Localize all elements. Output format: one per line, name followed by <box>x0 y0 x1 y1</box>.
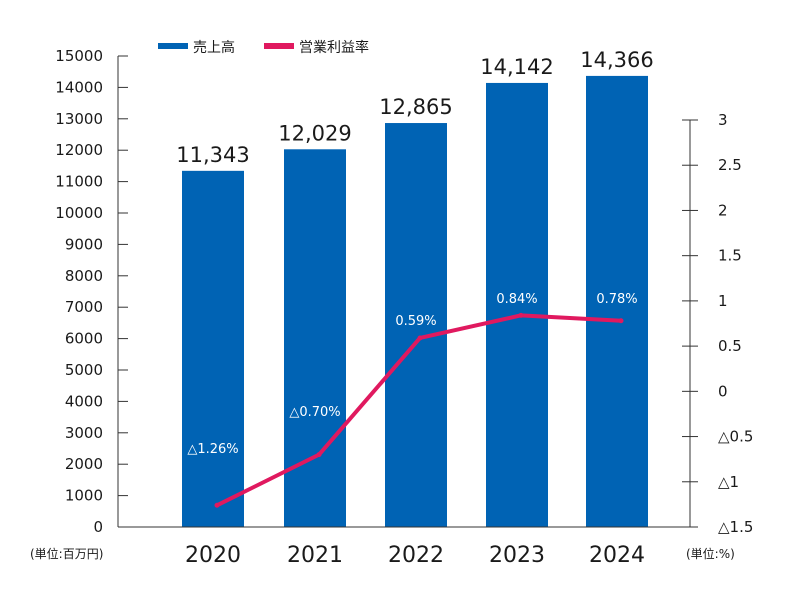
left-tick-label: 12000 <box>55 141 103 159</box>
left-tick-label: 4000 <box>65 392 103 410</box>
bar-value-label: 14,366 <box>580 48 653 72</box>
right-axis: △1.5 △1 △0.5 0 0.5 1 1.5 2 2.5 3 <box>682 111 753 536</box>
line-point <box>316 452 322 458</box>
legend-label-margin: 営業利益率 <box>299 39 369 56</box>
x-axis: 2020 2021 2022 2023 2024 <box>118 526 690 568</box>
bar <box>486 82 548 528</box>
bar-value-label: 12,865 <box>379 95 452 119</box>
line-point <box>618 318 624 324</box>
line-value-label: 0.84% <box>496 292 537 307</box>
right-tick-label: △1.5 <box>718 518 753 536</box>
right-tick-label: 0 <box>718 382 728 400</box>
line-series <box>214 312 624 508</box>
x-tick-label: 2024 <box>589 543 645 568</box>
line-point <box>214 502 220 508</box>
left-tick-label: 0 <box>93 518 103 536</box>
left-tick-label: 2000 <box>65 455 103 473</box>
right-tick-label: 3 <box>718 111 728 129</box>
line-point <box>417 335 423 341</box>
right-tick-label: △0.5 <box>718 428 753 446</box>
right-tick-label: 1 <box>718 292 728 310</box>
left-tick-label: 15000 <box>55 47 103 65</box>
legend-label-sales: 売上高 <box>193 39 235 56</box>
bar <box>182 170 244 527</box>
left-tick-label: 14000 <box>55 78 103 96</box>
right-tick-label: 0.5 <box>718 337 742 355</box>
line-value-label: △0.70% <box>289 405 340 420</box>
bar <box>385 123 447 527</box>
left-tick-label: 5000 <box>65 361 103 379</box>
bar-series <box>182 75 648 528</box>
bar-value-label: 11,343 <box>176 143 249 167</box>
left-tick-label: 10000 <box>55 204 103 222</box>
bar <box>284 149 346 527</box>
left-tick-label: 13000 <box>55 110 103 128</box>
legend-swatch-sales <box>158 43 188 49</box>
right-tick-label: 2 <box>718 201 728 219</box>
right-axis-unit: (単位:%) <box>686 546 735 561</box>
line-point <box>518 312 524 318</box>
line-value-label: 0.78% <box>596 292 637 307</box>
bar-value-label: 14,142 <box>480 55 553 79</box>
legend-swatch-margin <box>264 43 294 49</box>
x-tick-label: 2021 <box>287 543 343 568</box>
left-axis: 0 1000 2000 3000 4000 5000 6000 7000 8000 9000 100… <box>55 47 128 536</box>
bar <box>586 75 648 528</box>
line-value-label: 0.59% <box>395 314 436 329</box>
right-tick-label: 2.5 <box>718 156 742 174</box>
bar-value-label: 12,029 <box>278 121 351 145</box>
left-tick-label: 8000 <box>65 267 103 285</box>
left-tick-label: 7000 <box>65 298 103 316</box>
x-tick-label: 2023 <box>489 543 545 568</box>
legend: 売上高 営業利益率 <box>158 39 369 56</box>
left-tick-label: 11000 <box>55 173 103 191</box>
left-tick-label: 6000 <box>65 330 103 348</box>
x-tick-label: 2020 <box>185 543 241 568</box>
bar-labels: 11,343 12,029 12,865 14,142 14,366 <box>176 48 653 167</box>
right-tick-label: 1.5 <box>718 247 742 265</box>
left-tick-label: 9000 <box>65 235 103 253</box>
left-tick-label: 3000 <box>65 424 103 442</box>
line-labels: △1.26% △0.70% 0.59% 0.84% 0.78% <box>187 292 637 457</box>
left-axis-unit: (単位:百万円) <box>30 546 103 561</box>
line-value-label: △1.26% <box>187 442 238 457</box>
left-tick-label: 1000 <box>65 487 103 505</box>
x-tick-label: 2022 <box>388 543 444 568</box>
right-tick-label: △1 <box>718 473 739 491</box>
